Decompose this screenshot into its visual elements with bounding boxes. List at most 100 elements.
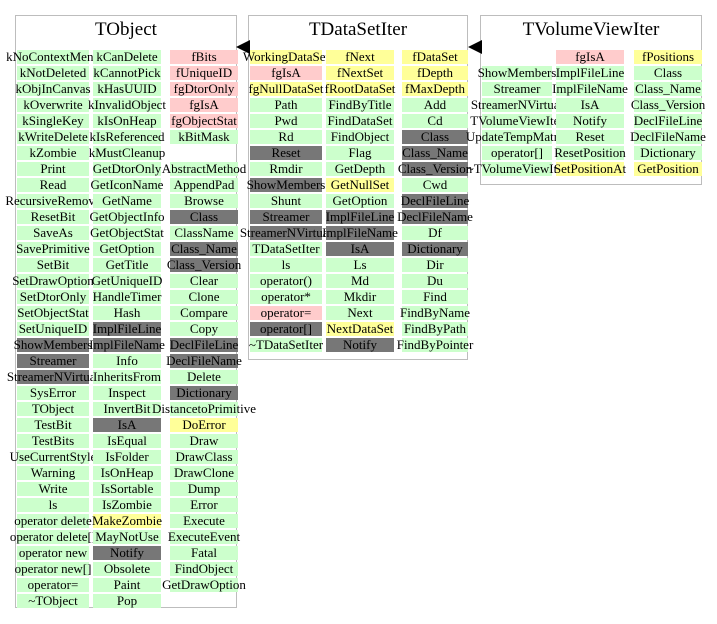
member-inheritsfrom: InheritsFrom [93, 370, 161, 384]
member-drawclone: DrawClone [170, 466, 238, 480]
member-label: WorkingDataSet [242, 49, 330, 64]
member-label: UpdateTempMatrix [465, 129, 569, 144]
member-label: fRootDataSet [324, 81, 396, 96]
member-label: operator* [261, 289, 311, 304]
member-label: kNoContextMenu [6, 49, 100, 64]
member-class: Class [170, 210, 238, 224]
inheritance-arrow-tdatasetiter-tobject-head-icon [236, 40, 250, 54]
member-setobjectstat: SetObjectStat [17, 306, 89, 320]
member-label: SetDrawOption [12, 273, 94, 288]
member-shunt: Shunt [250, 194, 322, 208]
member-usecurrentstyle: UseCurrentStyle [10, 450, 96, 464]
member-delete: Delete [170, 370, 238, 384]
member-label: RecursiveRemove [5, 193, 101, 208]
member-label: IsZombie [102, 497, 152, 512]
member-label: SetBit [36, 257, 70, 272]
member-label: GetDepth [334, 161, 386, 176]
member-pop: Pop [93, 594, 161, 608]
member-find: Find [402, 290, 468, 304]
member-label: Hash [113, 305, 141, 320]
member-label: Dir [426, 257, 444, 272]
member-label: ~TVolumeViewIter [466, 161, 568, 176]
member-notify: Notify [93, 546, 161, 560]
member-label: Warning [30, 465, 76, 480]
member-label: SavePrimitive [16, 241, 90, 256]
member-label: DrawClass [175, 449, 233, 464]
member-testbits: TestBits [17, 434, 89, 448]
member-declfilename: DeclFileName [630, 130, 706, 144]
member-streamer: Streamer [250, 210, 322, 224]
class-title: TVolumeViewIter [522, 19, 660, 40]
member-kbitmask: kBitMask [170, 130, 238, 144]
member-label: Ls [353, 257, 367, 272]
member-label: SaveAs [33, 225, 73, 240]
member-label: AppendPad [173, 177, 235, 192]
member-declfileline: DeclFileLine [634, 114, 702, 128]
member-label: Df [428, 225, 442, 240]
member-label: kWriteDelete [18, 129, 88, 144]
member-label: ls [48, 497, 58, 512]
member-label: Pop [116, 593, 138, 608]
member-path: Path [250, 98, 322, 112]
member-getobjectstat: GetObjectStat [90, 226, 164, 240]
member-streamer: Streamer [17, 354, 89, 368]
member-ls: ls [17, 498, 89, 512]
member-fgdtoronly: fgDtorOnly [170, 82, 238, 96]
member-label: operator delete [14, 513, 92, 528]
member-label: IsSortable [100, 481, 154, 496]
member-label: fgIsA [575, 49, 605, 64]
member-label: TDataSetIter [252, 241, 320, 256]
member-label: Notify [573, 113, 607, 128]
member-class-name: Class_Name [634, 82, 702, 96]
member-label: kSingleKey [22, 113, 84, 128]
member-label: Class [653, 65, 683, 80]
member-label: fgDtorOnly [173, 81, 235, 96]
member-class-version: Class_Version [167, 258, 241, 272]
member-findbytitle: FindByTitle [326, 98, 394, 112]
member-label: ImplFileLine [92, 321, 162, 336]
member-label: FindDataSet [327, 113, 393, 128]
member-funiqueid: fUniqueID [170, 66, 238, 80]
member-label: GetDrawOption [162, 577, 246, 592]
member-label: kHasUUID [97, 81, 157, 96]
member-label: operator delete[] [9, 529, 97, 544]
member-label: FindByName [399, 305, 471, 320]
member-setdrawoption: SetDrawOption [12, 274, 94, 288]
member-label: operator() [260, 273, 312, 288]
member-label: SetPositionAt [553, 161, 627, 176]
member-tobject: TObject [17, 402, 89, 416]
member-fpositions: fPositions [634, 50, 702, 64]
member-saveprimitive: SavePrimitive [16, 241, 90, 256]
member-label: Compare [180, 305, 228, 320]
member-label: Reset [575, 129, 605, 144]
member-setpositionat: SetPositionAt [553, 161, 627, 176]
member-label: ImplFileLine [555, 65, 625, 80]
class-title: TDataSetIter [308, 19, 408, 40]
member-kcannotpick: kCannotPick [93, 66, 161, 80]
member-operator: operator* [250, 290, 322, 304]
member-label: GetIconName [90, 177, 164, 192]
member-updatetempmatrix: UpdateTempMatrix [466, 130, 568, 144]
member-getdepth: GetDepth [326, 162, 394, 176]
member-label: SysError [29, 385, 77, 400]
member-label: operator[] [491, 145, 543, 160]
member-showmembers: ShowMembers [14, 338, 92, 352]
member-ls: ls [250, 258, 322, 272]
member-label: ImplFileName [322, 225, 398, 240]
member-label: Pwd [274, 113, 298, 128]
member-label: IsA [350, 241, 370, 256]
member-mkdir: Mkdir [326, 290, 394, 304]
member-streamer: Streamer [482, 82, 552, 96]
member-label: ImplFileName [552, 81, 628, 96]
member-getname: GetName [93, 194, 161, 208]
member-label: ImplFileName [89, 337, 165, 352]
class-title: TObject [95, 19, 157, 40]
member-label: Notify [110, 545, 144, 560]
member-inspect: Inspect [93, 386, 161, 400]
member-operator: operator= [250, 306, 322, 320]
member-label: Class_Version [397, 161, 473, 176]
member-label: kInvalidObject [88, 97, 166, 112]
member-isfolder: IsFolder [93, 450, 161, 464]
member-fnextset: fNextSet [326, 66, 394, 80]
member-operator: operator[] [482, 146, 552, 160]
